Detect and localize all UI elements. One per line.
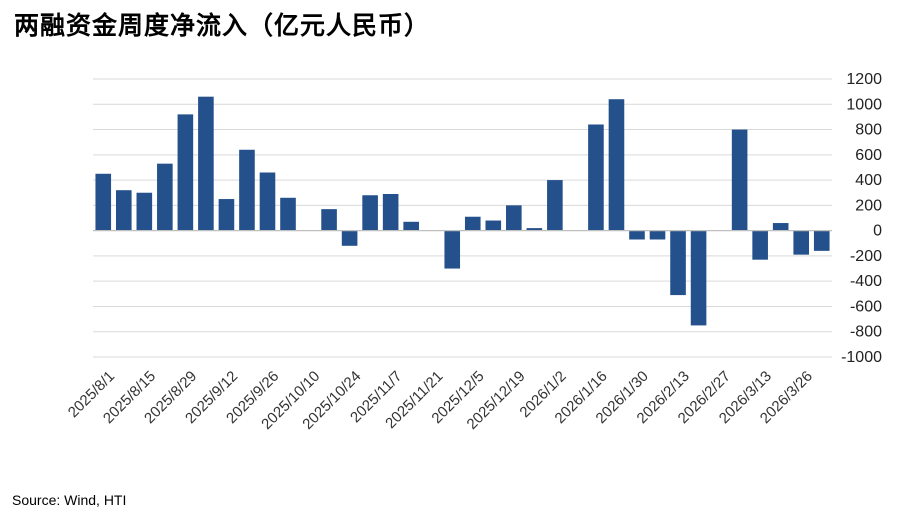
- bar: [280, 197, 296, 231]
- bar: [526, 228, 543, 231]
- bar: [403, 221, 419, 231]
- y-tick-label: 800: [855, 122, 882, 139]
- bar: [485, 220, 502, 231]
- chart-title: 两融资金周度净流入（亿元人民币）: [14, 11, 431, 40]
- y-tick-label: 200: [855, 197, 882, 214]
- y-tick-label: -800: [850, 324, 882, 341]
- gridlines: [93, 78, 832, 358]
- bar: [198, 96, 214, 231]
- bar: [731, 129, 748, 231]
- y-tick-label: -400: [850, 273, 882, 290]
- bars: [95, 96, 830, 326]
- source-note: Source: Wind, HTI: [12, 492, 127, 508]
- bar: [588, 124, 604, 231]
- y-tick-label: 1200: [846, 71, 882, 88]
- bar: [259, 172, 276, 231]
- y-tick-label: 0: [873, 223, 882, 240]
- bar: [793, 230, 810, 255]
- x-axis-ticks: 2025/8/12025/8/152025/8/292025/9/122025/…: [65, 368, 816, 433]
- bar: [752, 230, 768, 260]
- bar: [177, 114, 194, 231]
- bar: [95, 173, 112, 231]
- bar: [608, 99, 625, 231]
- y-tick-label: -1000: [841, 349, 882, 366]
- bar: [670, 230, 686, 296]
- bar: [444, 230, 461, 269]
- bar: [115, 190, 132, 231]
- bar: [157, 163, 173, 231]
- bar: [464, 216, 481, 231]
- bar: [136, 192, 153, 231]
- bar: [772, 223, 789, 231]
- bar: [629, 230, 645, 240]
- bar: [813, 230, 830, 251]
- y-tick-label: -600: [850, 298, 882, 315]
- bar: [218, 199, 235, 231]
- bar: [690, 230, 707, 326]
- bar: [547, 180, 563, 231]
- bar: [362, 195, 378, 231]
- bar: [382, 193, 399, 231]
- bar: [239, 149, 255, 231]
- y-tick-label: -200: [850, 248, 882, 265]
- bar: [506, 205, 522, 231]
- bar: [649, 230, 666, 240]
- y-tick-label: 1000: [846, 96, 882, 113]
- bar: [321, 209, 337, 231]
- y-tick-label: 600: [855, 147, 882, 164]
- bar: [341, 230, 358, 246]
- y-axis-ticks: 1200 1000 800 600 400 200 0 -200 -400 -600 -800 -10…: [841, 71, 882, 366]
- y-tick-label: 400: [855, 172, 882, 189]
